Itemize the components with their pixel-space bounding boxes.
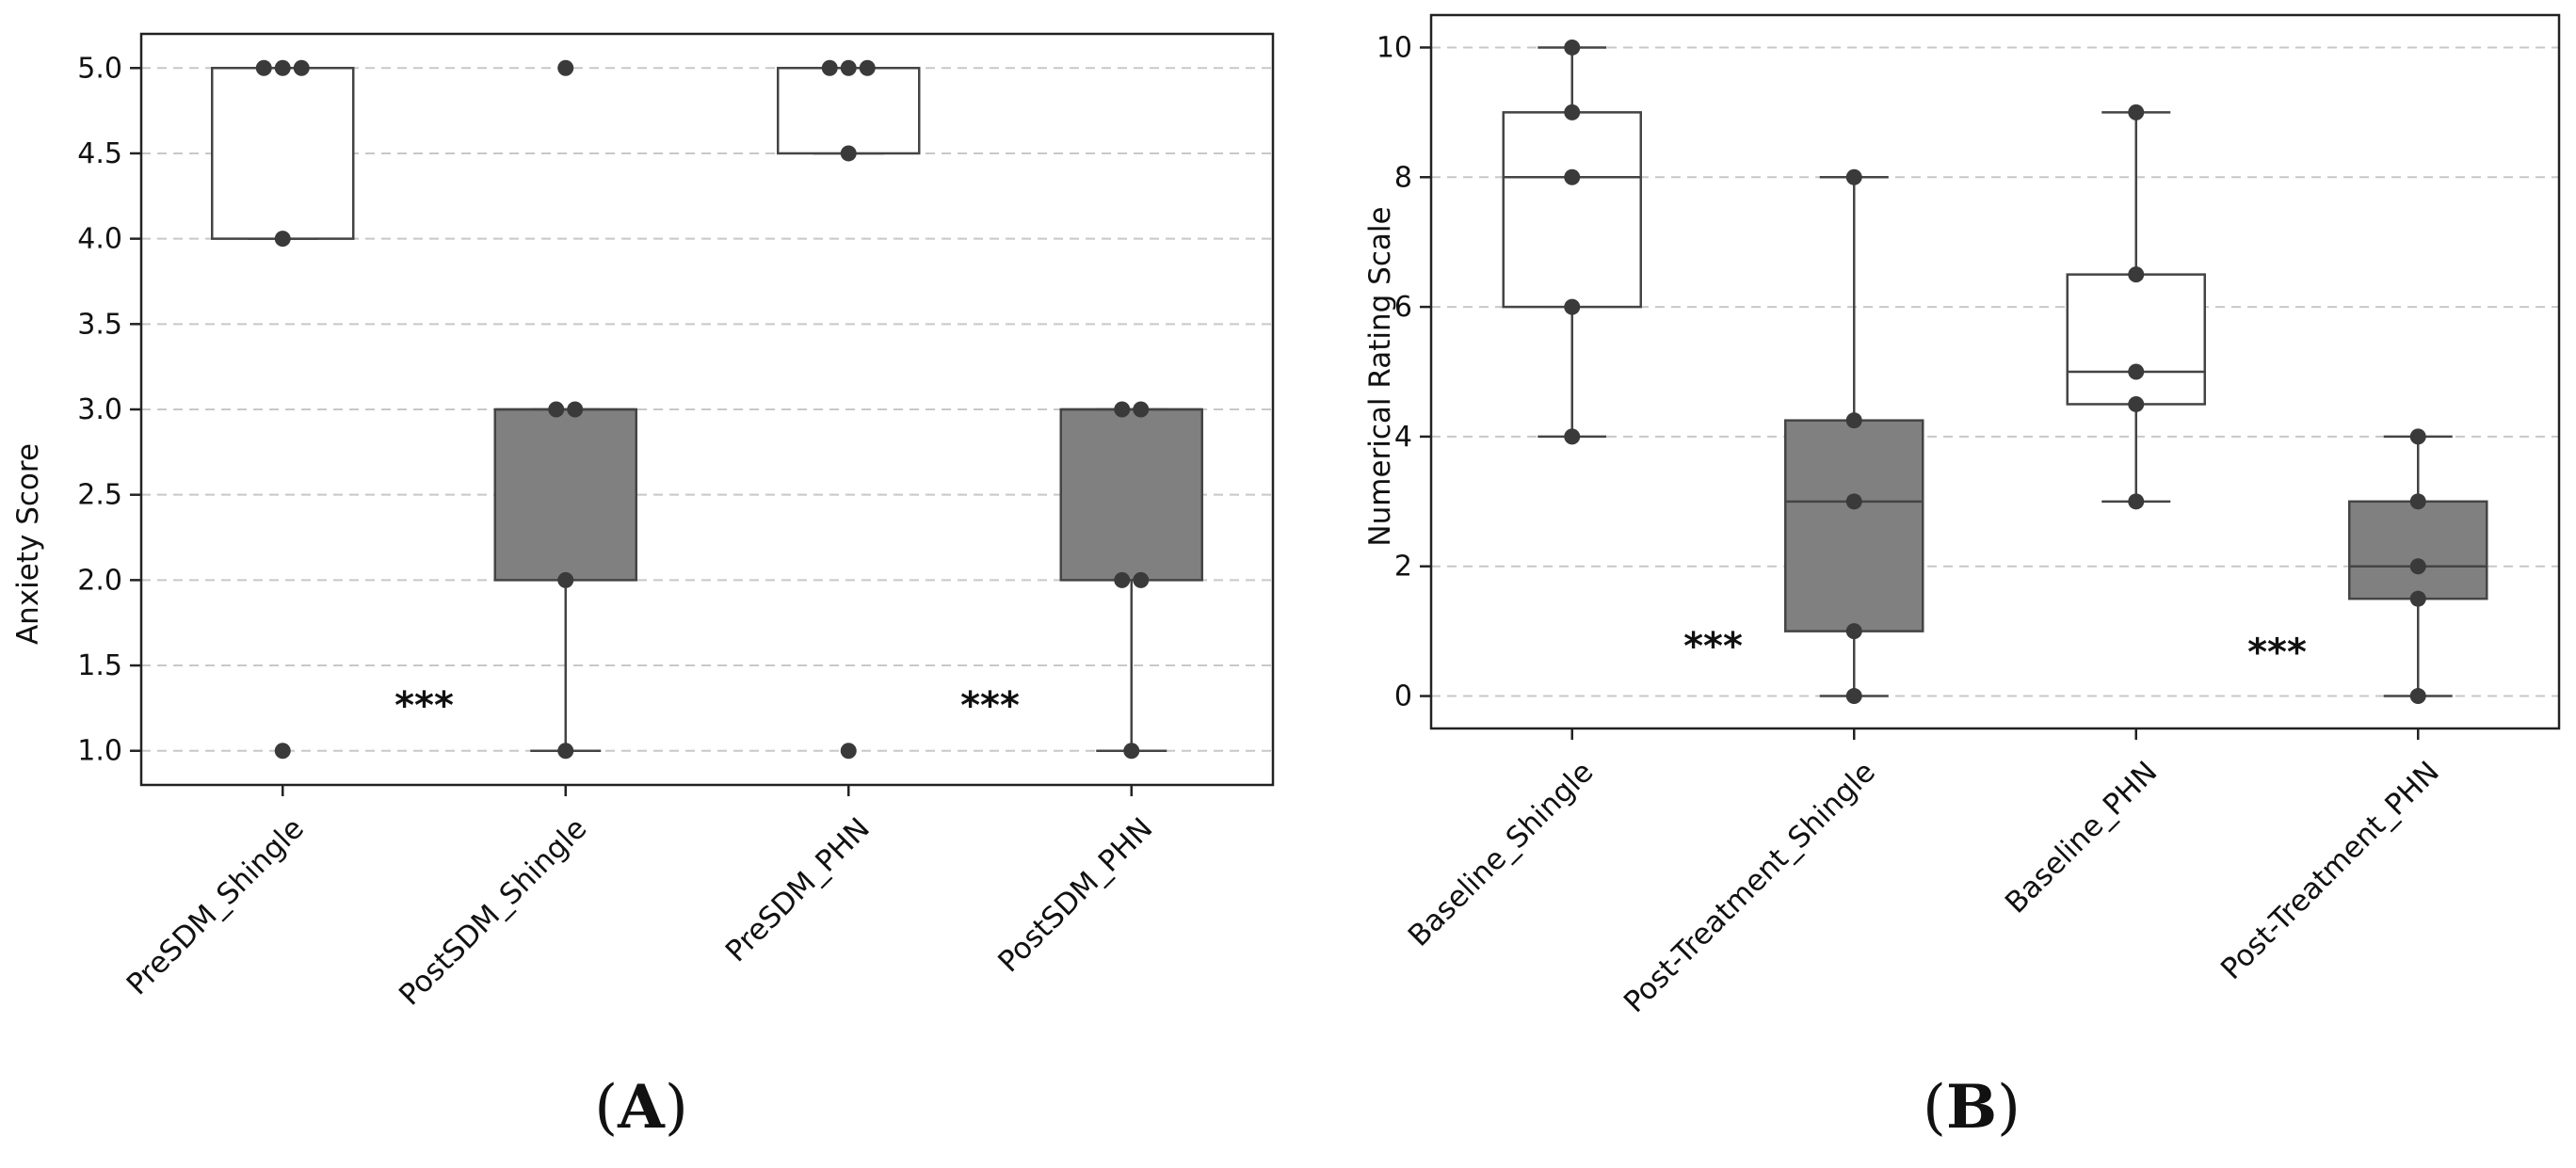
panel-a-data-point	[821, 59, 838, 76]
panel-b-data-point	[1564, 39, 1581, 56]
panel-b-box	[2066, 273, 2206, 406]
panel-a-y-tick-label: 3.0	[77, 393, 122, 426]
panel-a-data-point	[840, 743, 857, 760]
panel-a-data-point	[557, 59, 574, 76]
panel-a-data-point	[1133, 401, 1150, 418]
panel-b-caption-close-paren: )	[1997, 1073, 2021, 1143]
panel-a-y-tick-label: 5.0	[77, 52, 122, 85]
panel-a-data-point	[255, 59, 272, 76]
panel-b-caption-open-paren: (	[1923, 1073, 1946, 1143]
panel-b-data-point	[1564, 298, 1581, 315]
panel-b-data-point	[2409, 428, 2426, 445]
panel-b-data-point	[2409, 493, 2426, 510]
panel-b-y-tick-label: 4	[1394, 421, 1412, 454]
panel-a-data-point	[1133, 571, 1150, 588]
panel-b-significance-marker: ***	[1683, 625, 1743, 668]
panel-b-box	[1502, 111, 1642, 309]
panel-b-caption: (B)	[1923, 1072, 2021, 1143]
panel-b-box	[1784, 419, 1924, 632]
panel-b-data-point	[1845, 168, 1862, 185]
panel-a-y-tick-label: 1.5	[77, 649, 122, 682]
panel-b-data-point	[1845, 623, 1862, 640]
panel-b-data-point	[2409, 688, 2426, 705]
panel-a-data-point	[557, 571, 574, 588]
panel-a-box	[211, 67, 355, 240]
panel-b-significance-marker: ***	[2247, 632, 2307, 675]
panel-a-data-point	[274, 743, 291, 760]
panel-a-significance-marker: ***	[394, 684, 454, 728]
panel-b-y-tick-label: 2	[1394, 551, 1412, 584]
panel-b-data-point	[1564, 104, 1581, 120]
panel-a-data-point	[293, 59, 310, 76]
panel-a-data-point	[859, 59, 876, 76]
panel-b-data-point	[2128, 104, 2145, 120]
panel-a-box	[1059, 408, 1203, 582]
panel-b-y-tick-label: 0	[1394, 680, 1412, 713]
panel-b-y-tick-label: 8	[1394, 161, 1412, 194]
panel-b-data-point	[1845, 412, 1862, 429]
panel-a-data-point	[1114, 401, 1131, 418]
panel-b-data-point	[1845, 688, 1862, 705]
panel-b-y-axis-label: Numerical Rating Scale	[1363, 206, 1397, 546]
panel-b-caption-letter: B	[1946, 1072, 1997, 1143]
panel-a-data-point	[840, 145, 857, 162]
panel-a-y-tick-label: 4.0	[77, 223, 122, 256]
panel-a-data-point	[567, 401, 584, 418]
panel-b-data-point	[2128, 266, 2145, 283]
panel-a-data-point	[1123, 743, 1140, 760]
panel-a-data-point	[1114, 571, 1131, 588]
panel-a-caption-letter: A	[617, 1072, 666, 1143]
panel-b-data-point	[2128, 363, 2145, 380]
panel-a-y-axis-label: Anxiety Score	[11, 443, 45, 645]
panel-b-data-point	[2409, 590, 2426, 607]
panel-b-data-point	[2409, 558, 2426, 575]
panel-b-data-point	[1564, 428, 1581, 445]
panel-b-y-tick-label: 6	[1394, 291, 1412, 324]
panel-b-box	[2348, 500, 2488, 600]
panel-b-axes-frame	[1429, 13, 2561, 730]
panel-a-box	[493, 408, 637, 582]
panel-b-data-point	[1845, 493, 1862, 510]
panel-a-caption-open-paren: (	[594, 1073, 618, 1143]
panel-a-y-tick-label: 3.5	[77, 308, 122, 341]
panel-a-data-point	[274, 59, 291, 76]
panel-a-data-point	[274, 231, 291, 248]
panel-a-data-point	[548, 401, 565, 418]
panel-a-caption: (A)	[594, 1072, 688, 1143]
panel-a-box	[777, 67, 921, 155]
panel-a-data-point	[557, 743, 574, 760]
panel-b-data-point	[2128, 493, 2145, 510]
panel-b-data-point	[1564, 168, 1581, 185]
panel-a-y-tick-label: 4.5	[77, 137, 122, 170]
panel-b-y-tick-label: 10	[1377, 31, 1412, 64]
panel-a-data-point	[840, 59, 857, 76]
panel-a-y-tick-label: 1.0	[77, 735, 122, 768]
panel-a-significance-marker: ***	[960, 684, 1020, 728]
panel-a-y-tick-label: 2.5	[77, 479, 122, 512]
panel-a-caption-close-paren: )	[665, 1073, 688, 1143]
panel-b-data-point	[2128, 395, 2145, 412]
panel-a-y-tick-label: 2.0	[77, 564, 122, 597]
